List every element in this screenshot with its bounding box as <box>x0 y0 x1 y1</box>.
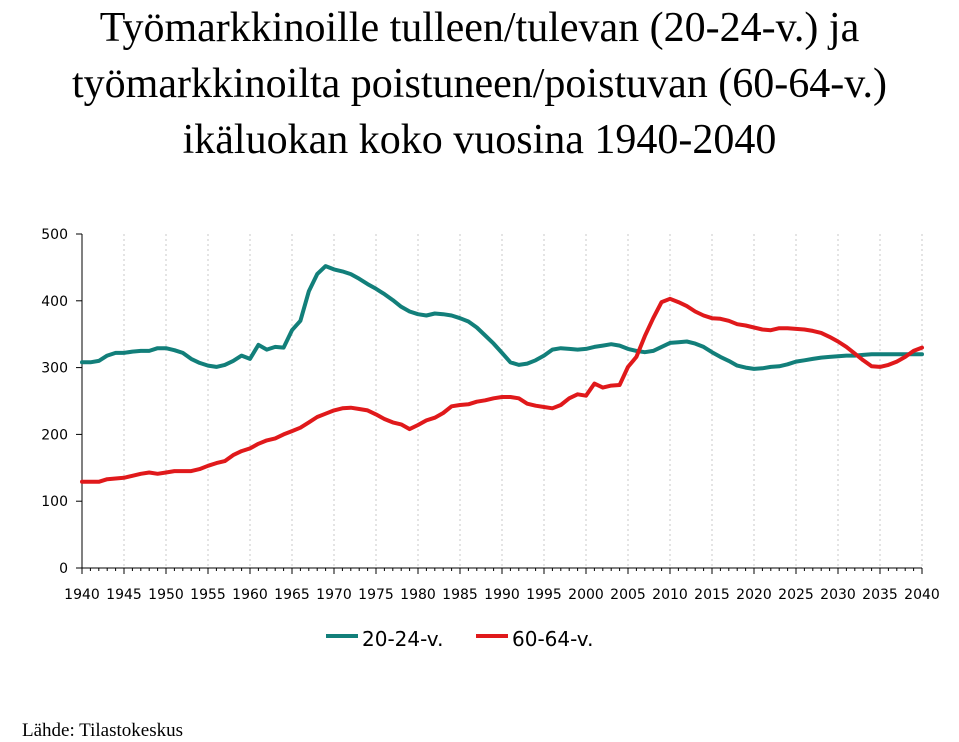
x-tick-label: 2010 <box>652 587 688 603</box>
x-tick-label: 2040 <box>904 587 940 603</box>
x-tick-label: 1980 <box>400 587 436 603</box>
x-tick-label: 1950 <box>148 587 184 603</box>
series-line-60-64 <box>80 296 924 484</box>
x-tick-label: 1945 <box>106 587 142 603</box>
x-tick-label: 2005 <box>610 587 646 603</box>
x-tick-label: 1940 <box>64 587 100 603</box>
x-tick-label: 2030 <box>820 587 856 603</box>
y-tick-label: 200 <box>41 427 68 443</box>
x-tick-label: 1970 <box>316 587 352 603</box>
series-line-20-24 <box>80 264 924 371</box>
y-axis: 0 100 200 300 400 500 <box>41 227 83 577</box>
x-tick-label: 2035 <box>862 587 898 603</box>
y-tick-label: 400 <box>41 294 68 310</box>
plot-area: 0 100 200 300 400 500 1940 1945 1950 1955 1960 196… <box>41 227 940 603</box>
x-tick-label: 1985 <box>442 587 478 603</box>
x-tick-label: 2015 <box>694 587 730 603</box>
series-layer <box>80 264 924 484</box>
x-tick-label: 1965 <box>274 587 310 603</box>
x-tick-label: 2025 <box>778 587 814 603</box>
x-tick-label: 1955 <box>190 587 226 603</box>
x-tick-label: 2020 <box>736 587 772 603</box>
x-tick-label: 2000 <box>568 587 604 603</box>
y-tick-label: 500 <box>41 227 68 243</box>
legend-label-20-24: 20-24-v. <box>362 627 443 651</box>
x-tick-label: 1990 <box>484 587 520 603</box>
x-tick-label: 1975 <box>358 587 394 603</box>
chart-title: Työmarkkinoille tulleen/tulevan (20-24-v… <box>0 0 959 168</box>
legend: 20-24-v. 60-64-v. <box>326 627 593 651</box>
title-line-1: Työmarkkinoille tulleen/tulevan (20-24-v… <box>99 5 860 51</box>
x-axis: 1940 1945 1950 1955 1960 1965 1970 1975 1980 1985… <box>64 567 940 603</box>
grid-lines <box>123 234 923 568</box>
title-line-2: työmarkkinoilta poistuneen/poistuvan (60… <box>72 61 887 107</box>
x-tick-label: 1960 <box>232 587 268 603</box>
source-note: Lähde: Tilastokeskus <box>22 720 183 741</box>
line-chart: 0 100 200 300 400 500 1940 1945 1950 1955 1960 196… <box>41 227 940 651</box>
y-tick-label: 0 <box>59 561 68 577</box>
y-tick-label: 100 <box>41 494 68 510</box>
x-tick-label: 1995 <box>526 587 562 603</box>
legend-label-60-64: 60-64-v. <box>512 627 593 651</box>
y-tick-label: 300 <box>41 361 68 377</box>
title-line-3: ikäluokan koko vuosina 1940-2040 <box>182 117 777 163</box>
